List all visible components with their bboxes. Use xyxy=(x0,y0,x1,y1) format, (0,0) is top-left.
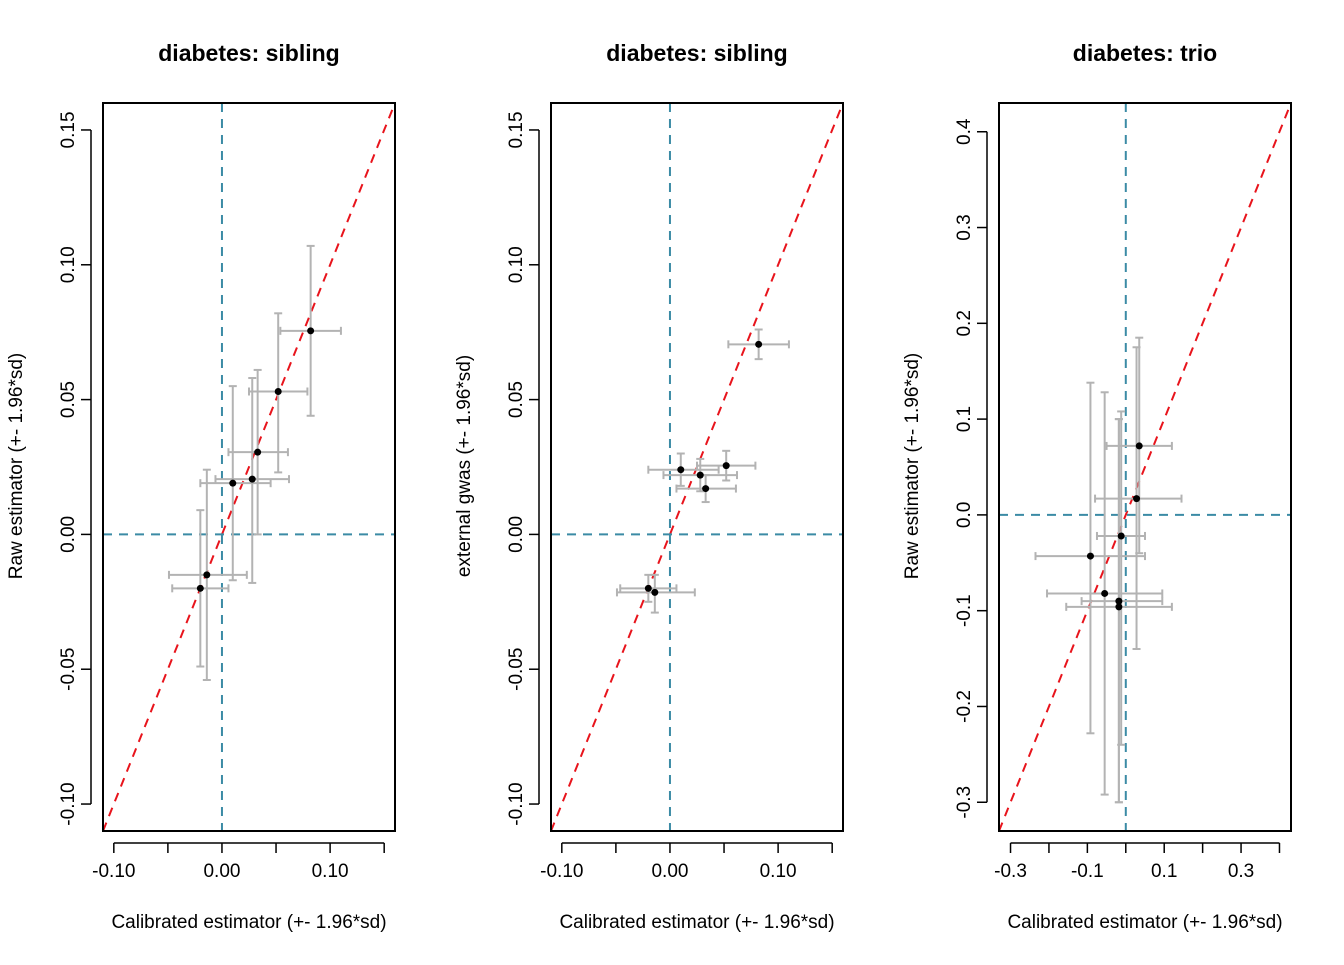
y-tick-label: 0.00 xyxy=(506,516,527,553)
y-tick-label: -0.10 xyxy=(58,782,79,825)
y-axis-label: Raw estimator (+- 1.96*sd) xyxy=(902,353,923,580)
plot-area xyxy=(103,103,395,831)
data-point xyxy=(722,462,730,470)
data-point xyxy=(1101,589,1109,597)
data-point xyxy=(696,471,704,479)
y-tick-label: -0.05 xyxy=(58,648,79,691)
x-axis-label: Calibrated estimator (+- 1.96*sd) xyxy=(559,912,834,933)
x-tick-label: -0.1 xyxy=(1071,861,1104,882)
data-point xyxy=(307,327,315,335)
x-axis-label: Calibrated estimator (+- 1.96*sd) xyxy=(1007,912,1282,933)
y-tick-label: -0.3 xyxy=(954,786,975,819)
y-tick-label: 0.05 xyxy=(506,381,527,418)
x-tick-label: 0.10 xyxy=(312,861,349,882)
data-point xyxy=(229,479,237,487)
y-tick-label: 0.00 xyxy=(58,516,79,553)
identity-line xyxy=(103,103,395,831)
y-tick-label: -0.05 xyxy=(506,648,527,691)
x-tick-label: 0.00 xyxy=(651,861,688,882)
data-point xyxy=(1115,597,1123,605)
y-tick-label: 0.05 xyxy=(58,381,79,418)
data-point xyxy=(248,475,256,483)
y-axis-label: Raw estimator (+- 1.96*sd) xyxy=(6,353,27,580)
plot-frame xyxy=(550,102,844,832)
identity-line xyxy=(999,103,1291,831)
y-tick-label: -0.10 xyxy=(506,782,527,825)
y-tick-label: 0.4 xyxy=(954,118,975,145)
data-point xyxy=(254,448,262,456)
x-tick-label: 0.10 xyxy=(760,861,797,882)
panel-title: diabetes: sibling xyxy=(158,40,339,66)
panel-trio-raw: diabetes: trio Calibrated estimator (+- … xyxy=(902,40,1292,933)
panel-sibling-external-gwas: diabetes: sibling Calibrated estimator (… xyxy=(454,40,844,933)
y-tick-label: 0.2 xyxy=(954,310,975,336)
data-point xyxy=(1086,552,1094,560)
y-tick-label: 0.3 xyxy=(954,214,975,240)
data-point xyxy=(702,485,710,493)
x-tick-label: -0.10 xyxy=(92,861,135,882)
data-point xyxy=(1117,532,1125,540)
data-point xyxy=(1135,442,1143,450)
y-tick-label: 0.10 xyxy=(58,246,79,283)
plot-area xyxy=(551,103,843,831)
error-bar xyxy=(1065,418,1173,804)
panel-title: diabetes: trio xyxy=(1073,40,1217,66)
y-tick-label: 0.15 xyxy=(506,111,527,148)
y-tick-label: -0.1 xyxy=(954,594,975,627)
data-point xyxy=(203,571,211,579)
y-tick-label: 0.1 xyxy=(954,406,975,432)
plot-frame xyxy=(102,102,396,832)
x-axis-label: Calibrated estimator (+- 1.96*sd) xyxy=(111,912,386,933)
x-tick-label: 0.3 xyxy=(1228,861,1254,882)
data-point xyxy=(274,388,282,396)
plot-frame xyxy=(998,102,1292,832)
y-tick-label: 0.15 xyxy=(58,111,79,148)
y-tick-label: -0.2 xyxy=(954,690,975,723)
panel-title: diabetes: sibling xyxy=(606,40,787,66)
data-point xyxy=(644,584,652,592)
data-point xyxy=(651,588,659,596)
y-tick-label: 0.0 xyxy=(954,502,975,528)
data-point xyxy=(755,340,763,348)
panel-sibling-raw: diabetes: sibling Calibrated estimator (… xyxy=(6,40,396,933)
x-tick-label: 0.1 xyxy=(1151,861,1177,882)
data-point xyxy=(677,466,685,474)
y-tick-label: 0.10 xyxy=(506,246,527,283)
x-tick-label: 0.00 xyxy=(203,861,240,882)
plot-area xyxy=(999,103,1291,831)
data-point xyxy=(196,584,204,592)
x-tick-label: -0.10 xyxy=(540,861,583,882)
x-tick-label: -0.3 xyxy=(994,861,1027,882)
data-point xyxy=(1133,495,1141,503)
y-axis-label: external gwas (+- 1.96*sd) xyxy=(454,355,475,577)
data-point xyxy=(1115,603,1123,611)
